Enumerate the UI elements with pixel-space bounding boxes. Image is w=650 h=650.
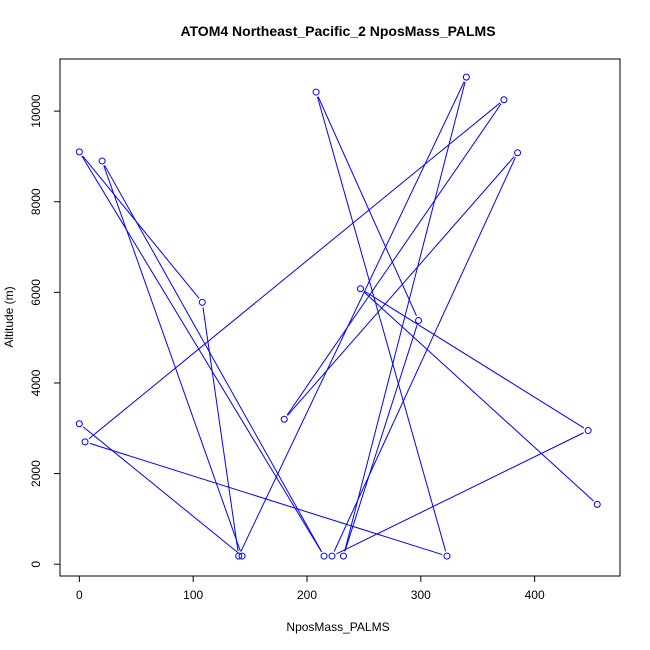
data-point xyxy=(514,149,522,157)
data-point xyxy=(356,285,364,293)
x-tick-label: 200 xyxy=(297,588,317,602)
data-point xyxy=(462,73,470,81)
x-tick-label: 400 xyxy=(525,588,545,602)
data-point xyxy=(198,298,206,306)
data-point xyxy=(98,157,106,165)
data-point xyxy=(81,438,89,446)
data-point xyxy=(235,552,243,560)
y-tick-label: 6000 xyxy=(29,279,43,306)
x-tick-label: 300 xyxy=(411,588,431,602)
series-segment xyxy=(344,325,418,552)
series-segment xyxy=(316,96,447,552)
data-point xyxy=(312,88,320,96)
data-point xyxy=(238,552,246,560)
y-tick-label: 8000 xyxy=(29,188,43,215)
series-segment xyxy=(89,442,443,556)
series-segment xyxy=(363,291,594,502)
series-segment xyxy=(81,155,322,553)
data-point xyxy=(339,552,347,560)
y-tick-label: 4000 xyxy=(29,369,43,396)
data-point xyxy=(328,552,336,560)
data-point xyxy=(415,316,423,324)
x-tick-label: 100 xyxy=(183,588,203,602)
data-point xyxy=(443,552,451,560)
series-segment xyxy=(364,290,585,429)
series-segment xyxy=(202,307,239,552)
series-segment xyxy=(333,157,516,552)
series-segment xyxy=(82,155,200,299)
chart-title: ATOM4 Northeast_Pacific_2 NposMass_PALMS xyxy=(180,23,495,39)
series-segment xyxy=(286,103,502,416)
y-axis-label: Altitude (m) xyxy=(2,286,16,347)
series-segment xyxy=(104,165,323,552)
series-segment xyxy=(240,81,465,552)
data-point xyxy=(75,148,83,156)
x-axis: 0 100 200 300 400 xyxy=(76,575,545,602)
data-point xyxy=(280,415,288,423)
y-tick-label: 0 xyxy=(29,561,43,568)
data-point xyxy=(320,552,328,560)
series-segment xyxy=(82,426,239,554)
series-segment xyxy=(336,432,584,555)
x-axis-label: NposMass_PALMS xyxy=(286,620,389,634)
series-segment xyxy=(287,156,515,416)
data-point xyxy=(500,96,508,104)
data-point xyxy=(593,500,601,508)
series-layer xyxy=(75,73,601,560)
data-point xyxy=(75,420,83,428)
data-point xyxy=(584,427,592,435)
series-segment xyxy=(88,102,501,440)
x-tick-label: 0 xyxy=(76,588,83,602)
y-tick-label: 2000 xyxy=(29,460,43,487)
y-tick-label: 10000 xyxy=(29,94,43,128)
y-axis: 0 2000 4000 6000 8000 10000 xyxy=(29,94,61,568)
series-segment xyxy=(317,96,417,317)
